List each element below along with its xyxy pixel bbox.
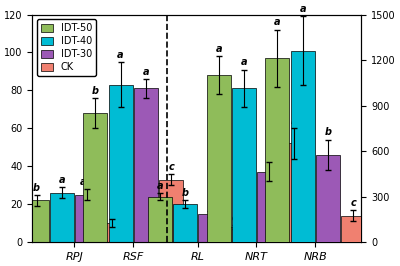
Bar bbox=[109, 85, 132, 242]
Bar bbox=[159, 180, 183, 242]
Text: b: b bbox=[182, 189, 188, 198]
Bar bbox=[50, 193, 74, 242]
Text: b: b bbox=[92, 86, 99, 96]
Bar bbox=[316, 155, 340, 242]
Bar bbox=[173, 204, 197, 242]
Bar bbox=[291, 51, 315, 242]
Text: a: a bbox=[117, 50, 124, 60]
Text: ab: ab bbox=[80, 177, 94, 187]
Bar bbox=[207, 75, 231, 242]
Bar bbox=[224, 227, 248, 242]
Text: d: d bbox=[232, 213, 239, 223]
Legend: IDT-50, IDT-40, IDT-30, CK: IDT-50, IDT-40, IDT-30, CK bbox=[37, 19, 96, 76]
Text: a: a bbox=[274, 17, 281, 27]
Text: a: a bbox=[156, 181, 163, 191]
Bar bbox=[198, 214, 222, 242]
Bar bbox=[282, 143, 306, 242]
Text: a: a bbox=[58, 175, 65, 185]
Text: a: a bbox=[240, 57, 247, 67]
Text: a: a bbox=[299, 4, 306, 14]
Text: c: c bbox=[266, 150, 272, 160]
Text: a: a bbox=[142, 67, 149, 77]
Bar bbox=[266, 58, 290, 242]
Bar bbox=[257, 172, 281, 242]
Text: c: c bbox=[350, 198, 356, 207]
Text: b: b bbox=[291, 116, 298, 126]
Text: c: c bbox=[168, 162, 174, 172]
Bar bbox=[25, 200, 48, 242]
Text: c: c bbox=[207, 199, 213, 209]
Bar bbox=[100, 223, 124, 242]
Bar bbox=[75, 195, 99, 242]
Bar bbox=[134, 89, 158, 242]
Text: c: c bbox=[109, 207, 115, 217]
Text: b: b bbox=[33, 183, 40, 193]
Bar bbox=[84, 113, 107, 242]
Bar bbox=[232, 89, 256, 242]
Text: b: b bbox=[324, 127, 331, 138]
Bar bbox=[341, 215, 365, 242]
Text: a: a bbox=[215, 44, 222, 54]
Bar bbox=[148, 197, 172, 242]
